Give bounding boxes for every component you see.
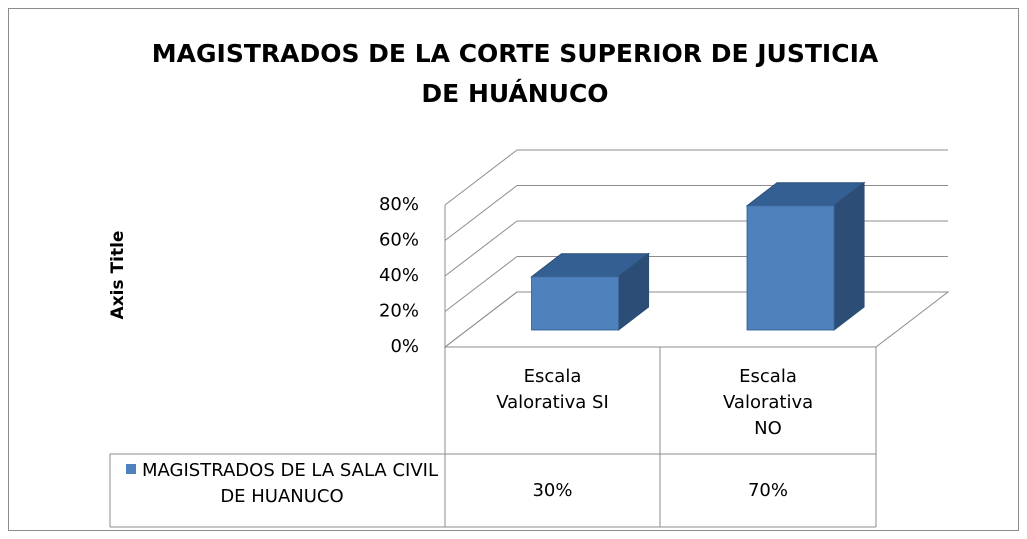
bar-side <box>833 181 865 331</box>
chart-title: MAGISTRADOS DE LA CORTE SUPERIOR DE JUST… <box>151 39 879 108</box>
floor <box>443 291 950 348</box>
y-tick-label: 40% <box>379 265 419 286</box>
y-axis-title: Axis Title <box>108 230 128 320</box>
category-label: Escala Valorativa NO <box>723 366 814 439</box>
legend-label: MAGISTRADOS DE LA SALA CIVIL DE HUANUCO <box>142 460 438 507</box>
y-tick-label: 60% <box>379 230 419 251</box>
bar <box>746 205 835 331</box>
table-value: 70% <box>747 480 788 501</box>
grid-line <box>444 256 518 312</box>
y-tick-label: 20% <box>379 301 419 322</box>
y-tick-label: 0% <box>390 336 419 357</box>
grid-line <box>444 185 518 241</box>
grid-line <box>444 149 518 206</box>
chart-frame <box>8 8 1019 531</box>
table-value: 30% <box>532 480 573 501</box>
legend-swatch <box>126 464 136 474</box>
bar <box>531 276 620 331</box>
grid-line <box>444 291 518 348</box>
category-label: Escala Valorativa SI <box>496 366 609 413</box>
legend-entry: MAGISTRADOS DE LA SALA CIVIL DE HUANUCO <box>122 458 442 510</box>
grid-line <box>444 220 518 277</box>
y-tick-label: 80% <box>379 194 419 215</box>
